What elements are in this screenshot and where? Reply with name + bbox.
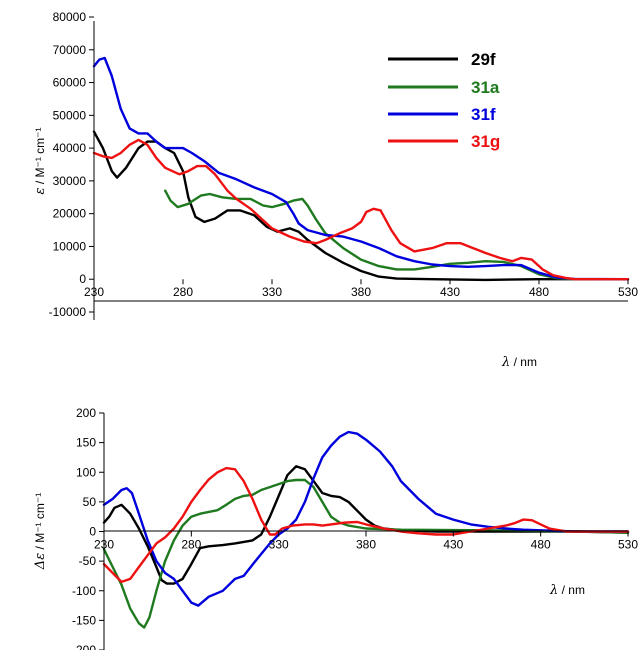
cd-y-tick-label: 100 [76, 465, 96, 479]
absorption-x-axis-label: λ / nm [501, 355, 537, 370]
cd-series-31a [102, 478, 630, 629]
absorption-series-31f [92, 56, 630, 281]
cd-y-unit: M⁻¹ cm⁻¹ [33, 493, 47, 543]
absorption-y-tick-label: 40000 [53, 141, 87, 155]
absorption-series-31a [164, 189, 630, 281]
cd-x-tick-label: 280 [181, 538, 201, 552]
absorption-y-tick-label: 20000 [53, 207, 87, 221]
cd-y-slash: / [33, 543, 47, 553]
cd-x-tick-label: 380 [356, 538, 376, 552]
cd-x-symbol: λ [549, 583, 558, 598]
cd-series-31g [102, 466, 630, 584]
cd-y-tick-label: 150 [76, 436, 96, 450]
cd-y-axis-label: Δε / M⁻¹ cm⁻¹ [33, 493, 48, 570]
cd-y-tick-label: -50 [79, 554, 97, 568]
absorption-x-tick-label: 430 [440, 285, 460, 299]
cd-y-tick-label: -150 [72, 613, 96, 627]
absorption-y-slash: / [33, 178, 47, 188]
cd-x-unit: nm [568, 583, 585, 597]
absorption-series-29f [92, 130, 630, 282]
absorption-x-symbol: λ [501, 355, 510, 370]
cd-x-tick-label: 480 [531, 538, 551, 552]
absorption-y-symbol: ε [33, 188, 48, 195]
legend-label-31a: 31a [471, 78, 500, 97]
cd-y-tick-label: 200 [76, 406, 96, 420]
cd-chart: -200 -150 -100 -50 0 50 100 150 200 230 280 330 380… [33, 406, 638, 650]
absorption-y-tick-label: 0 [79, 272, 86, 286]
absorption-x-ticks: 230 280 330 380 430 480 530 [84, 279, 638, 299]
cd-x-slash: / [558, 583, 568, 597]
absorption-y-ticks: -10000 0 10000 20000 30000 40000 50000 60000 700… [49, 10, 94, 319]
cd-x-tick-label: 430 [443, 538, 463, 552]
absorption-x-tick-label: 230 [84, 285, 104, 299]
legend-label-29f: 29f [471, 50, 496, 69]
cd-y-ticks: -200 -150 -100 -50 0 50 100 150 200 [72, 406, 104, 650]
absorption-x-slash: / [510, 355, 520, 369]
cd-y-tick-label: -100 [72, 584, 96, 598]
absorption-series-group [92, 56, 630, 282]
cd-y-tick-label: 50 [83, 495, 97, 509]
legend-label-31f: 31f [471, 105, 496, 124]
cd-y-symbol: Δε [33, 553, 48, 570]
absorption-y-tick-label: 80000 [53, 10, 87, 24]
cd-y-tick-label: 0 [89, 525, 96, 539]
absorption-x-unit: nm [520, 355, 537, 369]
cd-x-ticks: 230 280 330 380 430 480 530 [94, 531, 638, 552]
cd-x-tick-label: 230 [94, 538, 114, 552]
absorption-y-tick-label: 10000 [53, 239, 87, 253]
absorption-y-tick-label: 50000 [53, 108, 87, 122]
absorption-x-tick-label: 380 [351, 285, 371, 299]
absorption-x-tick-label: 530 [618, 285, 638, 299]
absorption-y-unit: M⁻¹ cm⁻¹ [33, 128, 47, 178]
cd-x-tick-label: 530 [618, 538, 638, 552]
cd-series-group [102, 430, 630, 629]
cd-y-tick-label: -200 [72, 643, 96, 650]
absorption-y-tick-label: -10000 [49, 305, 87, 319]
cd-series-31f [102, 430, 630, 607]
legend: 29f 31a 31f 31g [388, 50, 500, 151]
absorption-y-axis-label: ε / M⁻¹ cm⁻¹ [33, 128, 48, 195]
absorption-series-31g [92, 138, 630, 281]
cd-x-tick-label: 330 [269, 538, 289, 552]
absorption-y-tick-label: 30000 [53, 174, 87, 188]
legend-label-31g: 31g [471, 132, 500, 151]
absorption-y-tick-label: 60000 [53, 76, 87, 90]
absorption-y-tick-label: 70000 [53, 43, 87, 57]
absorption-chart: -10000 0 10000 20000 30000 40000 50000 60000 700… [33, 10, 638, 370]
absorption-x-tick-label: 330 [262, 285, 282, 299]
absorption-x-tick-label: 280 [173, 285, 193, 299]
absorption-x-tick-label: 480 [529, 285, 549, 299]
cd-x-axis-label: λ / nm [549, 583, 585, 598]
